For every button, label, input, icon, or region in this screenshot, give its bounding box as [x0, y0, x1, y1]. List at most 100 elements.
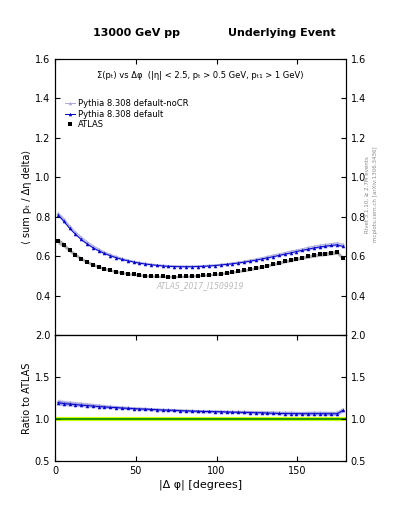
Pythia 8.308 default [114, 254, 118, 261]
Pythia 8.308 default [329, 242, 334, 248]
ATLAS [230, 269, 235, 275]
ATLAS [213, 271, 217, 278]
Pythia 8.308 default-noCR [131, 258, 136, 264]
Pythia 8.308 default-noCR [219, 261, 223, 267]
ATLAS [114, 269, 118, 275]
ATLAS [79, 255, 84, 262]
Text: Rivet 3.1.10, ≥ 2.7M events: Rivet 3.1.10, ≥ 2.7M events [365, 156, 370, 233]
ATLAS [90, 262, 95, 268]
Pythia 8.308 default [189, 264, 194, 270]
Pythia 8.308 default [154, 262, 159, 268]
ATLAS [329, 250, 334, 256]
ATLAS [283, 259, 287, 265]
ATLAS [84, 259, 89, 265]
Pythia 8.308 default [108, 252, 113, 259]
ATLAS [335, 249, 340, 255]
Pythia 8.308 default-noCR [230, 260, 235, 266]
ATLAS [253, 265, 258, 271]
Pythia 8.308 default-noCR [265, 253, 270, 260]
ATLAS [271, 261, 275, 267]
Pythia 8.308 default-noCR [341, 241, 345, 247]
ATLAS [149, 273, 153, 279]
Pythia 8.308 default [317, 244, 322, 250]
Pythia 8.308 default [341, 243, 345, 249]
Legend: Pythia 8.308 default-noCR, Pythia 8.308 default, ATLAS: Pythia 8.308 default-noCR, Pythia 8.308 … [65, 99, 189, 130]
Pythia 8.308 default-noCR [108, 251, 113, 258]
Pythia 8.308 default [67, 225, 72, 231]
Pythia 8.308 default [312, 245, 316, 251]
Pythia 8.308 default-noCR [84, 239, 89, 245]
ATLAS [172, 273, 176, 280]
ATLAS [189, 273, 194, 279]
Pythia 8.308 default-noCR [172, 263, 176, 269]
Pythia 8.308 default [224, 261, 229, 267]
Pythia 8.308 default-noCR [323, 241, 328, 247]
Pythia 8.308 default [143, 261, 147, 267]
ATLAS [125, 270, 130, 276]
Pythia 8.308 default [277, 252, 281, 259]
Pythia 8.308 default [102, 250, 107, 257]
Pythia 8.308 default [242, 259, 246, 265]
Pythia 8.308 default [84, 241, 89, 247]
Pythia 8.308 default-noCR [224, 261, 229, 267]
Pythia 8.308 default-noCR [160, 262, 165, 268]
ATLAS [108, 267, 113, 273]
Pythia 8.308 default-noCR [73, 229, 78, 235]
Pythia 8.308 default [149, 262, 153, 268]
Pythia 8.308 default [300, 247, 305, 253]
Pythia 8.308 default [79, 237, 84, 243]
Pythia 8.308 default [253, 257, 258, 263]
Line: Pythia 8.308 default-noCR: Pythia 8.308 default-noCR [56, 211, 345, 268]
Pythia 8.308 default-noCR [236, 259, 241, 265]
Pythia 8.308 default-noCR [294, 247, 299, 253]
ATLAS [119, 269, 124, 275]
ATLAS [277, 260, 281, 266]
Pythia 8.308 default [207, 263, 211, 269]
Pythia 8.308 default-noCR [67, 223, 72, 229]
ATLAS [160, 273, 165, 280]
Line: ATLAS: ATLAS [56, 239, 345, 279]
Pythia 8.308 default-noCR [248, 257, 252, 263]
Pythia 8.308 default [335, 242, 340, 248]
Pythia 8.308 default [73, 231, 78, 237]
Pythia 8.308 default-noCR [277, 251, 281, 257]
Pythia 8.308 default-noCR [306, 244, 310, 250]
Pythia 8.308 default-noCR [329, 241, 334, 247]
ATLAS [55, 238, 60, 244]
ATLAS [317, 251, 322, 258]
Pythia 8.308 default-noCR [271, 252, 275, 258]
Pythia 8.308 default-noCR [189, 263, 194, 269]
ATLAS [323, 250, 328, 257]
ATLAS [178, 273, 182, 280]
Y-axis label: Ratio to ATLAS: Ratio to ATLAS [22, 362, 32, 434]
Pythia 8.308 default [283, 251, 287, 257]
Pythia 8.308 default-noCR [259, 254, 264, 261]
Pythia 8.308 default [90, 245, 95, 251]
Pythia 8.308 default [259, 256, 264, 262]
Pythia 8.308 default-noCR [184, 263, 188, 269]
ATLAS [67, 247, 72, 253]
Pythia 8.308 default [61, 218, 66, 224]
Pythia 8.308 default-noCR [317, 242, 322, 248]
Pythia 8.308 default [119, 257, 124, 263]
Pythia 8.308 default [271, 253, 275, 260]
Text: Σ(pₜ) vs Δφ  (|η| < 2.5, pₜ > 0.5 GeV, pₜ₁ > 1 GeV): Σ(pₜ) vs Δφ (|η| < 2.5, pₜ > 0.5 GeV, pₜ… [97, 71, 304, 80]
Pythia 8.308 default [248, 258, 252, 264]
Text: ATLAS_2017_I1509919: ATLAS_2017_I1509919 [157, 281, 244, 290]
ATLAS [219, 270, 223, 276]
Pythia 8.308 default-noCR [201, 263, 206, 269]
Pythia 8.308 default-noCR [300, 246, 305, 252]
Pythia 8.308 default [166, 263, 171, 269]
Pythia 8.308 default-noCR [79, 234, 84, 240]
Pythia 8.308 default-noCR [242, 258, 246, 264]
Pythia 8.308 default-noCR [96, 246, 101, 252]
ATLAS [341, 255, 345, 261]
ATLAS [73, 251, 78, 258]
Text: 13000 GeV pp: 13000 GeV pp [93, 28, 180, 38]
ATLAS [294, 256, 299, 262]
Text: Underlying Event: Underlying Event [228, 28, 336, 38]
Pythia 8.308 default-noCR [149, 261, 153, 267]
Pythia 8.308 default [172, 264, 176, 270]
ATLAS [143, 272, 147, 279]
Pythia 8.308 default-noCR [312, 243, 316, 249]
